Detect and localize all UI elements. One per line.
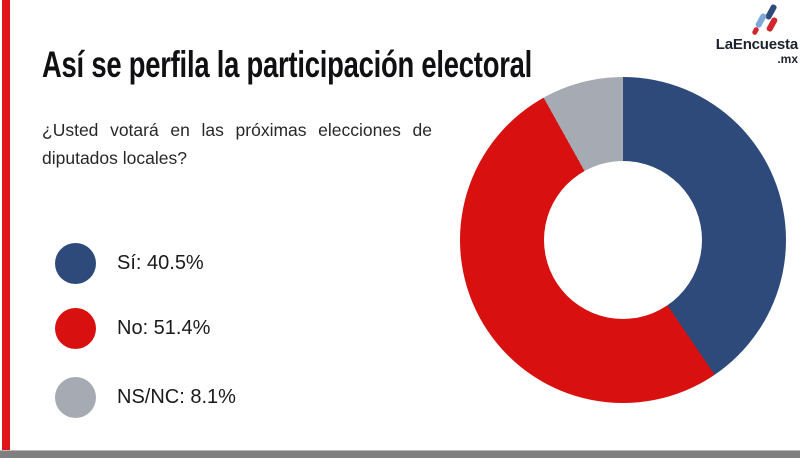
legend-label-no: No: 51.4% [117, 317, 211, 339]
donut-chart [460, 77, 786, 403]
legend-item-nsnc: NS/NC: 8.1% [55, 377, 236, 418]
slash-red-small-icon [751, 26, 760, 36]
logo-tld: .mx [777, 52, 798, 66]
legend-swatch-nsnc [55, 377, 96, 418]
left-accent-bar [2, 0, 10, 450]
laencuesta-logo: LaEncuesta .mx [706, 3, 798, 66]
legend-swatch-no [55, 308, 96, 349]
legend-item-si: Sí: 40.5% [55, 243, 204, 284]
survey-question: ¿Usted votará en las próximas elecciones… [42, 120, 432, 168]
logo-name: LaEncuesta [715, 36, 798, 53]
page-title-text: Así se perfila la participación electora… [42, 44, 533, 85]
legend-label-nsnc: NS/NC: 8.1% [117, 386, 236, 408]
legend-swatch-si [55, 243, 96, 284]
legend-label-si: Sí: 40.5% [117, 252, 204, 274]
four-slashes-icon [748, 3, 784, 36]
page-title: Así se perfila la participación electora… [42, 44, 704, 86]
legend-item-no: No: 51.4% [55, 308, 210, 349]
bottom-progress-bar [0, 450, 800, 458]
donut-hole [544, 161, 702, 319]
